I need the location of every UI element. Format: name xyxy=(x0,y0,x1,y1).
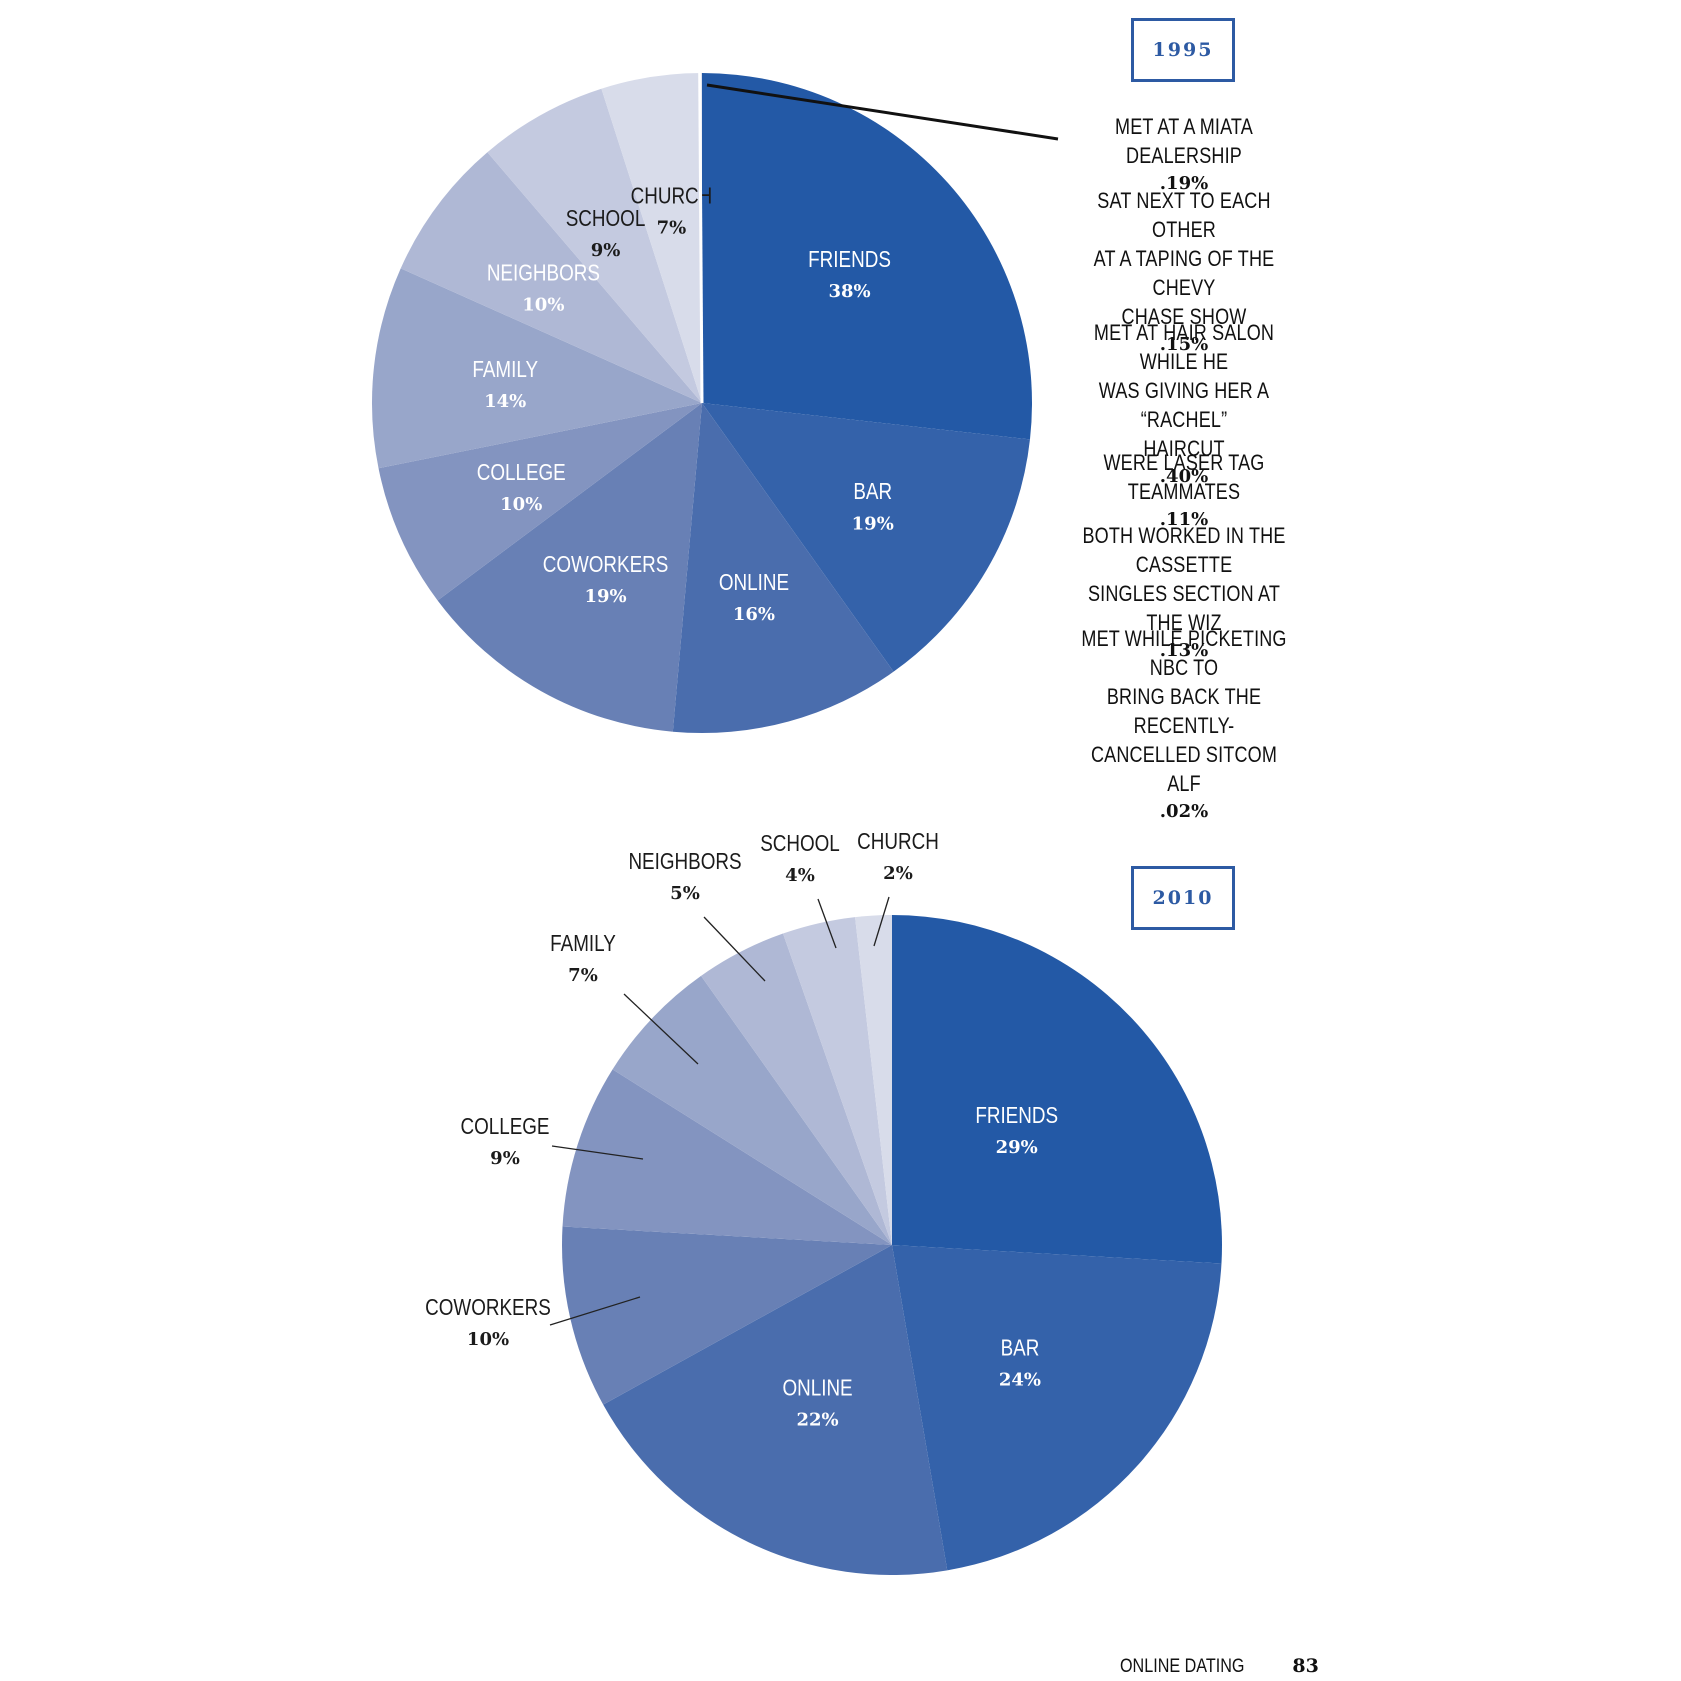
slice-label-2010-neighbors: NEIGHBORS xyxy=(628,849,741,874)
pie-slice-2010-school xyxy=(783,917,892,1245)
slice-label-2010-online: ONLINE xyxy=(782,1376,852,1401)
annotation-item: MET AT A MIATA DEALERSHIP .19% xyxy=(1048,112,1320,198)
annotation-text: MET WHILE PICKETING NBC TO BRING BACK TH… xyxy=(1081,626,1287,796)
pie-slice-2010-college xyxy=(562,1069,892,1245)
slice-value-1995-neighbors: 10% xyxy=(522,295,564,316)
annotation-item: MET WHILE PICKETING NBC TO BRING BACK TH… xyxy=(1048,624,1320,826)
pie-slice-2010-neighbors xyxy=(701,933,892,1245)
pie-chart-1995: FRIENDS 38% BAR 19% ONLINE 16% COWORKERS 19% COL… xyxy=(372,72,1059,734)
slice-label-1995-friends: FRIENDS xyxy=(808,247,891,272)
slice-value-2010-church: 2% xyxy=(883,863,913,884)
leader-line-2010-neighbors xyxy=(703,916,766,982)
pie-slice-1995-family xyxy=(372,268,702,469)
slice-value-2010-college: 9% xyxy=(490,1148,520,1169)
leader-line-2010-college xyxy=(551,1145,644,1160)
slice-label-1995-online: ONLINE xyxy=(719,570,789,595)
slice-value-1995-bar: 19% xyxy=(852,513,894,534)
annotation-text: MET AT A MIATA DEALERSHIP xyxy=(1115,114,1253,168)
slice-label-1995-family: FAMILY xyxy=(472,357,538,382)
slice-value-1995-friends: 38% xyxy=(828,281,870,302)
leader-line-2010-coworkers xyxy=(549,1296,641,1326)
pie-slice-2010-bar xyxy=(892,1245,1222,1571)
annotation-value: .11% xyxy=(1159,509,1209,530)
pie-slice-1995-church xyxy=(601,72,702,403)
annotation-text: MET AT HAIR SALON WHILE HE WAS GIVING HE… xyxy=(1093,320,1275,461)
slice-label-2010-school: SCHOOL xyxy=(760,831,840,856)
annotation-text: BOTH WORKED IN THE CASSETTE SINGLES SECT… xyxy=(1082,523,1286,635)
slice-value-1995-coworkers: 19% xyxy=(584,586,626,607)
annotation-value: .15% xyxy=(1159,334,1209,355)
slice-label-1995-college: COLLEGE xyxy=(477,460,566,485)
slice-label-1995-church: CHURCH xyxy=(631,184,713,209)
slice-label-1995-coworkers: COWORKERS xyxy=(543,552,669,577)
slice-value-1995-online: 16% xyxy=(733,604,775,625)
slice-value-2010-coworkers: 10% xyxy=(467,1329,509,1350)
misc-sliver-1995 xyxy=(698,72,704,404)
annotation-value: .19% xyxy=(1159,173,1209,194)
pie-slice-2010-coworkers xyxy=(562,1226,892,1405)
annotation-value: .02% xyxy=(1159,801,1209,822)
slice-value-2010-family: 7% xyxy=(568,965,598,986)
slice-label-2010-coworkers: COWORKERS xyxy=(425,1295,551,1320)
slice-label-2010-family: FAMILY xyxy=(550,931,616,956)
leader-line-2010-family xyxy=(623,993,699,1065)
annotation-text: SAT NEXT TO EACH OTHER AT A TAPING OF TH… xyxy=(1093,188,1275,329)
year-label-2010: 2010 xyxy=(1131,866,1235,930)
pie-slice-2010-church xyxy=(855,915,892,1245)
pie-slice-2010-friends xyxy=(892,915,1222,1264)
slice-value-2010-neighbors: 5% xyxy=(670,883,700,904)
pie-slice-1995-friends xyxy=(702,73,1032,440)
annotation-text: WERE LASER TAG TEAMMATES xyxy=(1103,450,1265,504)
slice-label-1995-school: SCHOOL xyxy=(566,206,646,231)
slice-value-2010-bar: 24% xyxy=(999,1369,1041,1390)
slice-value-1995-church: 7% xyxy=(657,217,687,238)
annotation-value: .13% xyxy=(1159,640,1209,661)
pie-slice-1995-college xyxy=(378,403,702,601)
pie-chart-2010: FRIENDS 29% BAR 24% ONLINE 22% COWORKERS 10% COL… xyxy=(425,829,1222,1576)
footer-page-number: 83 xyxy=(1292,1655,1319,1677)
leader-line-2010-church xyxy=(873,896,890,947)
pie-slice-1995-online xyxy=(672,403,894,734)
pie-slice-1995-bar xyxy=(702,403,1030,672)
annotation-value: .40% xyxy=(1159,466,1209,487)
annotation-item: WERE LASER TAG TEAMMATES .11% xyxy=(1048,448,1320,534)
slice-label-1995-bar: BAR xyxy=(853,480,892,505)
pie-slice-1995-coworkers xyxy=(437,403,702,732)
misc-pointer-line-1995 xyxy=(706,83,1059,141)
annotation-item: MET AT HAIR SALON WHILE HE WAS GIVING HE… xyxy=(1048,318,1320,491)
page-footer: ONLINE DATING 83 xyxy=(1120,1655,1319,1678)
slice-label-2010-friends: FRIENDS xyxy=(975,1103,1058,1128)
annotation-item: BOTH WORKED IN THE CASSETTE SINGLES SECT… xyxy=(1048,521,1320,665)
slice-label-2010-college: COLLEGE xyxy=(460,1114,549,1139)
pie-slice-2010-online xyxy=(603,1245,948,1576)
slice-value-2010-friends: 29% xyxy=(996,1137,1038,1158)
year-label-1995: 1995 xyxy=(1131,18,1235,82)
slice-label-2010-bar: BAR xyxy=(1001,1336,1040,1361)
footer-section-title: ONLINE DATING xyxy=(1120,1656,1245,1677)
slice-value-1995-college: 10% xyxy=(500,494,542,515)
slice-value-1995-school: 9% xyxy=(591,240,621,261)
pie-slice-1995-neighbors xyxy=(400,152,702,403)
slice-label-1995-neighbors: NEIGHBORS xyxy=(487,261,600,286)
slice-value-1995-family: 14% xyxy=(484,391,526,412)
leader-line-2010-school xyxy=(817,898,837,949)
annotation-item: SAT NEXT TO EACH OTHER AT A TAPING OF TH… xyxy=(1048,186,1320,359)
slice-value-2010-school: 4% xyxy=(785,865,815,886)
pie-slice-2010-family xyxy=(612,975,892,1245)
pie-slice-1995-school xyxy=(487,88,702,403)
slice-label-2010-church: CHURCH xyxy=(857,829,939,854)
slice-value-2010-online: 22% xyxy=(796,1410,838,1431)
